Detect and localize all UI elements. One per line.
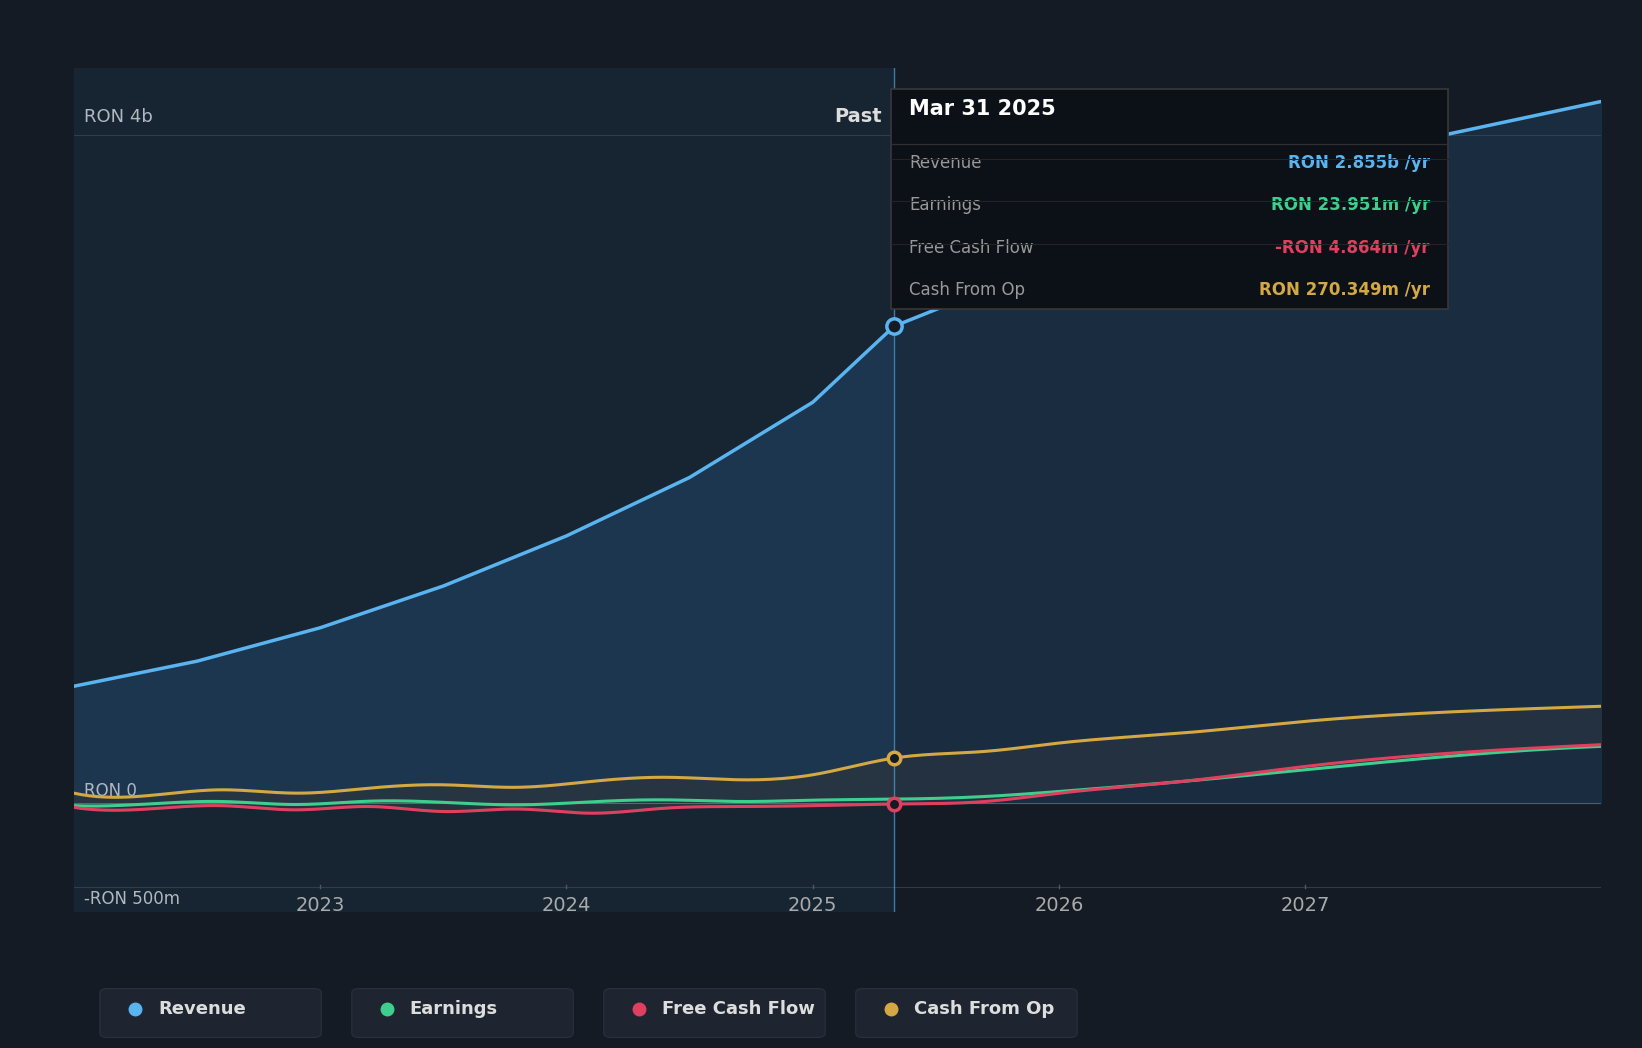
Text: Past: Past — [834, 107, 882, 126]
Text: 2025: 2025 — [788, 896, 837, 915]
Text: RON 0: RON 0 — [84, 782, 136, 801]
Text: 2026: 2026 — [1034, 896, 1084, 915]
Text: RON 23.951m /yr: RON 23.951m /yr — [1271, 196, 1430, 215]
Text: Earnings: Earnings — [910, 196, 982, 215]
FancyBboxPatch shape — [100, 988, 322, 1038]
FancyBboxPatch shape — [351, 988, 573, 1038]
Text: 2027: 2027 — [1281, 896, 1330, 915]
FancyBboxPatch shape — [855, 988, 1077, 1038]
Text: 2023: 2023 — [296, 896, 345, 915]
Text: RON 270.349m /yr: RON 270.349m /yr — [1259, 281, 1430, 299]
Text: -RON 500m: -RON 500m — [84, 890, 179, 908]
Text: Free Cash Flow: Free Cash Flow — [662, 1000, 814, 1018]
Text: Revenue: Revenue — [910, 154, 982, 172]
Text: RON 4b: RON 4b — [84, 108, 153, 126]
FancyBboxPatch shape — [604, 988, 826, 1038]
Text: Earnings: Earnings — [410, 1000, 498, 1018]
Text: Cash From Op: Cash From Op — [915, 1000, 1054, 1018]
Text: -RON 4.864m /yr: -RON 4.864m /yr — [1276, 239, 1430, 257]
Text: Free Cash Flow: Free Cash Flow — [910, 239, 1034, 257]
Text: 2024: 2024 — [542, 896, 591, 915]
Text: Cash From Op: Cash From Op — [910, 281, 1025, 299]
Text: Revenue: Revenue — [158, 1000, 246, 1018]
Text: Mar 31 2025: Mar 31 2025 — [910, 100, 1056, 119]
Text: RON 2.855b /yr: RON 2.855b /yr — [1287, 154, 1430, 172]
Bar — [74, 68, 895, 912]
FancyBboxPatch shape — [892, 89, 1448, 308]
Text: Analysts Forecasts: Analysts Forecasts — [920, 107, 1100, 126]
